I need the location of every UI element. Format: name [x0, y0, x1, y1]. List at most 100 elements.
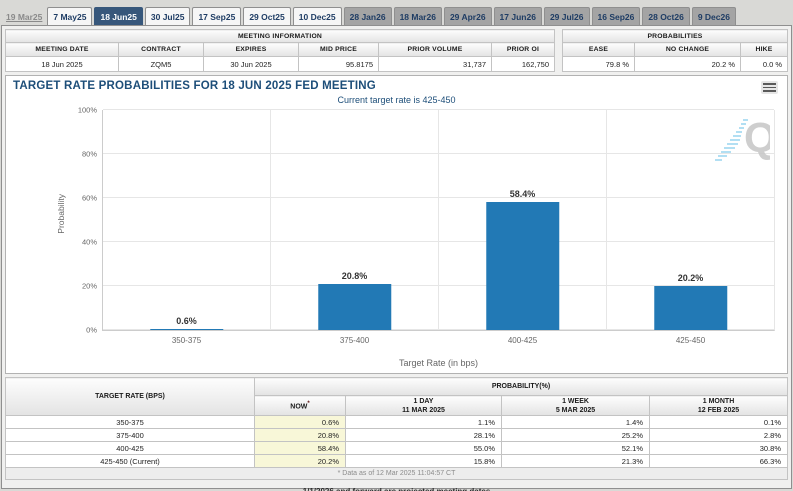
col-no-change: NO CHANGE [634, 42, 741, 57]
tab-30jul25[interactable]: 30 Jul25 [144, 7, 191, 25]
col-mid-price: MID PRICE [298, 42, 379, 57]
meeting-information-panel: MEETING INFORMATION MEETING DATE CONTRAC… [5, 29, 555, 72]
now-asterisk: * [307, 400, 310, 407]
month-375-400: 2.8% [649, 428, 788, 442]
tab-29jul26[interactable]: 29 Jul26 [543, 7, 590, 25]
table-row: 350-375 0.6% 1.1% 1.4% 0.1% [5, 415, 788, 429]
bar-350-375 [149, 328, 224, 330]
y-tick-0: 0% [86, 325, 97, 335]
chart-categories: 0.6% 350-375 20.8% 375-400 58.4% 400-425… [103, 110, 774, 345]
x-tick-425-450: 425-450 [675, 336, 706, 345]
prior-oi-value: 162,750 [491, 56, 555, 72]
week-400-425: 52.1% [501, 441, 650, 455]
bar-425-450 [653, 285, 728, 330]
month-400-425: 30.8% [649, 441, 788, 455]
one-month-label: 1 MONTH [702, 397, 735, 405]
tab-28jan26[interactable]: 28 Jan26 [343, 7, 392, 25]
day-425-450: 15.8% [345, 454, 502, 468]
content-frame: MEETING INFORMATION MEETING DATE CONTRAC… [1, 25, 792, 491]
tab-19mar25[interactable]: 19 Mar25 [6, 12, 43, 22]
meeting-date-tabbar: 19 Mar25 7 May25 18 Jun25 30 Jul25 17 Se… [0, 0, 793, 25]
info-row: MEETING INFORMATION MEETING DATE CONTRAC… [5, 29, 788, 72]
chart-menu-icon[interactable] [761, 81, 778, 94]
one-day-label: 1 DAY [413, 397, 434, 405]
month-350-375: 0.1% [649, 415, 788, 429]
col-expires: EXPIRES [203, 42, 299, 57]
day-375-400: 28.1% [345, 428, 502, 442]
y-axis-title: Probability [55, 194, 66, 234]
month-425-450: 66.3% [649, 454, 788, 468]
rate-375-400: 375-400 [5, 428, 255, 442]
col-ease: EASE [562, 42, 635, 57]
x-tick-350-375: 350-375 [171, 336, 202, 345]
bar-label-375-400: 20.8% [341, 271, 368, 282]
probabilities-panel: PROBABILITIES EASE NO CHANGE HIKE 79.8 %… [562, 29, 788, 72]
now-350-375: 0.6% [254, 415, 346, 429]
one-week-label: 1 WEEK [562, 397, 589, 405]
tab-29oct25[interactable]: 29 Oct25 [243, 7, 291, 25]
y-tick-60: 60% [81, 193, 97, 203]
y-tick-100: 100% [77, 105, 97, 115]
week-375-400: 25.2% [501, 428, 650, 442]
bar-label-425-450: 20.2% [677, 272, 704, 283]
y-tick-20: 20% [81, 281, 97, 291]
tab-17sep25[interactable]: 17 Sep25 [192, 7, 242, 25]
now-375-400: 20.8% [254, 428, 346, 442]
bar-375-400 [317, 284, 392, 330]
col-target-rate-bps: TARGET RATE (BPS) [5, 377, 255, 416]
rate-425-450-current: 425-450 (Current) [5, 454, 255, 468]
tab-28oct26[interactable]: 28 Oct26 [642, 7, 690, 25]
col-prior-volume: PRIOR VOLUME [378, 42, 492, 57]
col-1-day: 1 DAY 11 MAR 2025 [345, 395, 502, 416]
chart-title: TARGET RATE PROBABILITIES FOR 18 JUN 202… [13, 80, 376, 92]
prior-volume-value: 31,737 [378, 56, 492, 72]
col-meeting-date: MEETING DATE [5, 42, 119, 57]
y-tick-80: 80% [81, 149, 97, 159]
probabilities-title: PROBABILITIES [562, 29, 788, 43]
mid-price-value: 95.8175 [298, 56, 379, 72]
one-month-date: 12 FEB 2025 [697, 406, 740, 414]
tab-10dec25[interactable]: 10 Dec25 [292, 7, 342, 25]
bar-label-400-425: 58.4% [509, 188, 536, 199]
week-425-450: 21.3% [501, 454, 650, 468]
tab-18mar26[interactable]: 18 Mar26 [393, 7, 442, 25]
col-1-week: 1 WEEK 5 MAR 2025 [501, 395, 650, 416]
col-1-month: 1 MONTH 12 FEB 2025 [649, 395, 788, 416]
category-375-400: 20.8% 375-400 [270, 110, 438, 345]
category-400-425: 58.4% 400-425 [438, 110, 606, 345]
tab-9dec26[interactable]: 9 Dec26 [691, 7, 736, 25]
expires-value: 30 Jun 2025 [203, 56, 299, 72]
now-label: NOW [290, 403, 308, 411]
day-350-375: 1.1% [345, 415, 502, 429]
now-400-425: 58.4% [254, 441, 346, 455]
h-gridline [103, 109, 774, 110]
tab-17jun26[interactable]: 17 Jun26 [493, 7, 542, 25]
tab-7may25[interactable]: 7 May25 [47, 7, 93, 25]
col-now: NOW* [254, 395, 346, 416]
contract-value: ZQM5 [118, 56, 204, 72]
tab-16sep26[interactable]: 16 Sep26 [591, 7, 641, 25]
table-row: 375-400 20.8% 28.1% 25.2% 2.8% [5, 428, 788, 442]
y-tick-40: 40% [81, 237, 97, 247]
hike-value: 0.0 % [740, 56, 788, 72]
col-hike: HIKE [740, 42, 788, 57]
col-prior-oi: PRIOR OI [491, 42, 555, 57]
chart-plot-area: 0% 20% 40% 60% 80% 100% Probability 0.6%… [56, 106, 777, 346]
week-350-375: 1.4% [501, 415, 650, 429]
day-400-425: 55.0% [345, 441, 502, 455]
meeting-date-value: 18 Jun 2025 [5, 56, 119, 72]
now-425-450: 20.2% [254, 454, 346, 468]
projected-dates-note: 1/1/2026 and forward are projected meeti… [5, 480, 788, 491]
category-425-450: 20.2% 425-450 [606, 110, 774, 345]
ease-value: 79.8 % [562, 56, 635, 72]
x-tick-400-425: 400-425 [507, 336, 538, 345]
table-row: 425-450 (Current) 20.2% 15.8% 21.3% 66.3… [5, 454, 788, 468]
table-row: 400-425 58.4% 55.0% 52.1% 30.8% [5, 441, 788, 455]
rate-400-425: 400-425 [5, 441, 255, 455]
no-change-value: 20.2 % [634, 56, 741, 72]
category-350-375: 0.6% 350-375 [103, 110, 270, 345]
tab-29apr26[interactable]: 29 Apr26 [443, 7, 492, 25]
tab-18jun25-active[interactable]: 18 Jun25 [94, 7, 143, 25]
svg-text:Q: Q [744, 114, 770, 161]
quikstrike-watermark-icon: Q [714, 112, 777, 169]
